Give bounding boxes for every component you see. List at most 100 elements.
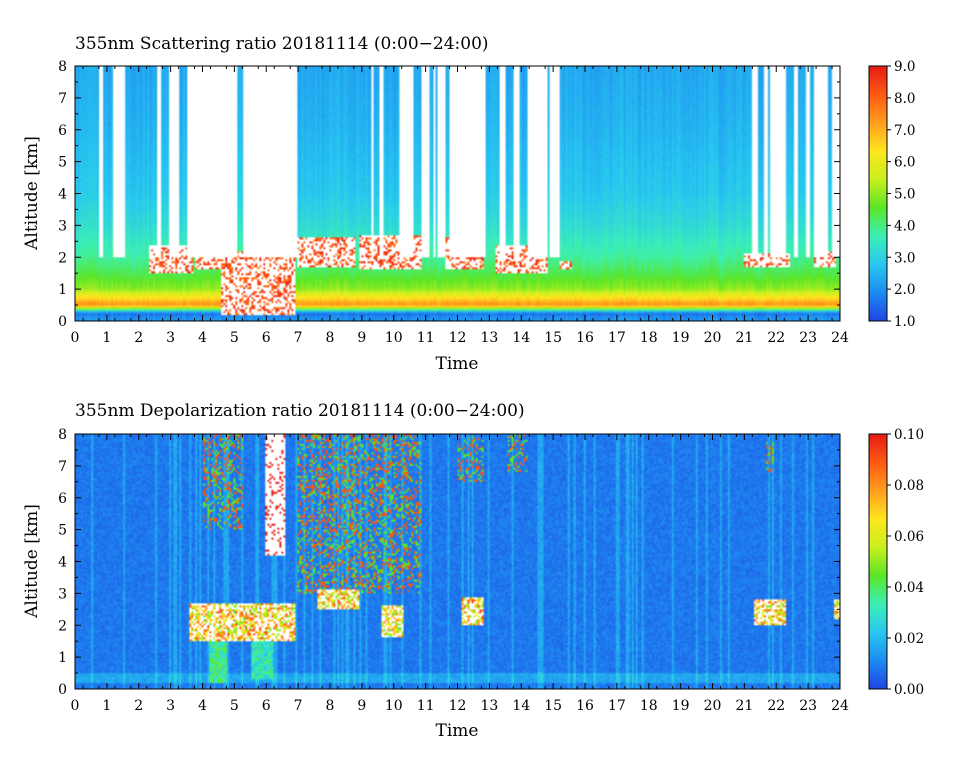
x-axis-label: Time [436, 721, 479, 741]
x-tick-label: 20 [704, 698, 722, 714]
x-tick-label: 10 [385, 698, 403, 714]
colorbar-tick-label: 5.0 [894, 187, 915, 203]
x-tick-label: 6 [262, 330, 271, 346]
x-tick-label: 4 [198, 698, 207, 714]
x-tick-label: 17 [608, 330, 626, 346]
x-tick-label: 21 [735, 698, 753, 714]
heatmap-image [75, 434, 840, 689]
y-axis-label: Altitude [km] [22, 504, 42, 619]
y-tick-label: 7 [58, 459, 67, 475]
x-tick-label: 22 [767, 698, 785, 714]
x-tick-label: 11 [417, 698, 435, 714]
y-tick-label: 8 [58, 427, 67, 443]
y-tick-label: 7 [58, 91, 67, 107]
y-tick-label: 2 [58, 250, 67, 266]
y-tick-label: 2 [58, 618, 67, 634]
x-tick-label: 5 [230, 698, 239, 714]
x-tick-label: 24 [831, 698, 849, 714]
axes: 0 1 2 3 4 5 6 7 8 9 10 11 12 13 14 15 16 17 18 19 20 21 22 23 24… [58, 59, 849, 346]
y-tick-label: 0 [58, 682, 67, 698]
colorbar [869, 434, 887, 689]
colorbar-tick-label: 0.06 [894, 529, 924, 545]
x-tick-label: 9 [357, 698, 366, 714]
colorbar-tick-label: 0.10 [894, 427, 924, 443]
heatmap-image [75, 66, 840, 321]
colorbar-ticks: 0.00 0.02 0.04 0.06 0.08 0.10 [887, 427, 924, 698]
x-tick-label: 21 [735, 330, 753, 346]
y-tick-label: 6 [58, 491, 67, 507]
colorbar-tick-label: 2.0 [894, 282, 915, 298]
colorbar-ticks: 1.0 2.0 3.0 4.0 5.0 6.0 7.0 8.0 9.0 [887, 59, 915, 330]
colorbar-tick-label: 3.0 [894, 250, 915, 266]
x-tick-label: 23 [799, 698, 817, 714]
chart-title: 355nm Depolarization ratio 20181114 (0:0… [75, 401, 525, 421]
x-axis-label: Time [436, 354, 479, 374]
x-tick-label: 2 [134, 330, 143, 346]
x-tick-label: 14 [512, 330, 530, 346]
x-tick-label: 10 [385, 330, 403, 346]
y-tick-label: 0 [58, 314, 67, 330]
x-tick-label: 16 [576, 698, 594, 714]
x-tick-label: 9 [357, 330, 366, 346]
colorbar-tick-label: 8.0 [894, 91, 915, 107]
x-tick-label: 24 [831, 330, 849, 346]
x-tick-label: 2 [134, 698, 143, 714]
x-tick-label: 5 [230, 330, 239, 346]
colorbar-tick-label: 0.02 [894, 631, 924, 647]
y-tick-label: 1 [58, 650, 67, 666]
y-tick-label: 4 [58, 187, 67, 203]
y-tick-label: 5 [58, 523, 67, 539]
x-tick-label: 15 [544, 698, 562, 714]
x-tick-label: 19 [672, 330, 690, 346]
y-tick-label: 3 [58, 218, 67, 234]
colorbar-tick-label: 7.0 [894, 123, 915, 139]
colorbar-tick-label: 0.00 [894, 682, 924, 698]
colorbar-tick-label: 0.04 [894, 580, 924, 596]
x-tick-label: 0 [71, 330, 80, 346]
y-tick-label: 4 [58, 555, 67, 571]
scattering-ratio-panel: 355nm Scattering ratio 20181114 (0:00−24… [22, 34, 915, 374]
x-tick-label: 3 [166, 330, 175, 346]
x-tick-label: 1 [102, 330, 111, 346]
x-tick-label: 4 [198, 330, 207, 346]
x-tick-label: 13 [480, 698, 498, 714]
chart-title: 355nm Scattering ratio 20181114 (0:00−24… [75, 34, 489, 54]
x-tick-label: 14 [512, 698, 530, 714]
y-tick-label: 5 [58, 155, 67, 171]
x-tick-label: 11 [417, 330, 435, 346]
colorbar-frame [868, 433, 888, 690]
x-tick-label: 20 [704, 330, 722, 346]
colorbar-tick-label: 9.0 [894, 59, 915, 75]
x-tick-label: 3 [166, 698, 175, 714]
colorbar-tick-label: 6.0 [894, 155, 915, 171]
x-tick-label: 18 [640, 698, 658, 714]
y-tick-label: 6 [58, 123, 67, 139]
x-tick-label: 23 [799, 330, 817, 346]
x-tick-label: 22 [767, 330, 785, 346]
x-tick-label: 6 [262, 698, 271, 714]
y-tick-label: 8 [58, 59, 67, 75]
x-tick-label: 18 [640, 330, 658, 346]
colorbar-tick-label: 4.0 [894, 218, 915, 234]
y-tick-label: 3 [58, 586, 67, 602]
colorbar-tick-label: 0.08 [894, 478, 924, 494]
x-tick-label: 15 [544, 330, 562, 346]
axes: 0 1 2 3 4 5 6 7 8 9 10 11 12 13 14 15 16 17 18 19 20 21 22 23 24… [58, 427, 849, 714]
x-tick-label: 1 [102, 698, 111, 714]
x-tick-label: 16 [576, 330, 594, 346]
x-tick-label: 7 [294, 330, 303, 346]
x-tick-label: 19 [672, 698, 690, 714]
x-tick-label: 17 [608, 698, 626, 714]
y-tick-label: 1 [58, 282, 67, 298]
x-tick-label: 8 [326, 698, 335, 714]
x-tick-label: 12 [449, 330, 467, 346]
x-tick-label: 7 [294, 698, 303, 714]
x-tick-label: 0 [71, 698, 80, 714]
x-tick-label: 8 [326, 330, 335, 346]
depolarization-ratio-panel: 355nm Depolarization ratio 20181114 (0:0… [22, 401, 924, 741]
x-tick-label: 13 [480, 330, 498, 346]
y-axis-label: Altitude [km] [22, 136, 42, 251]
colorbar [869, 66, 887, 321]
x-tick-label: 12 [449, 698, 467, 714]
